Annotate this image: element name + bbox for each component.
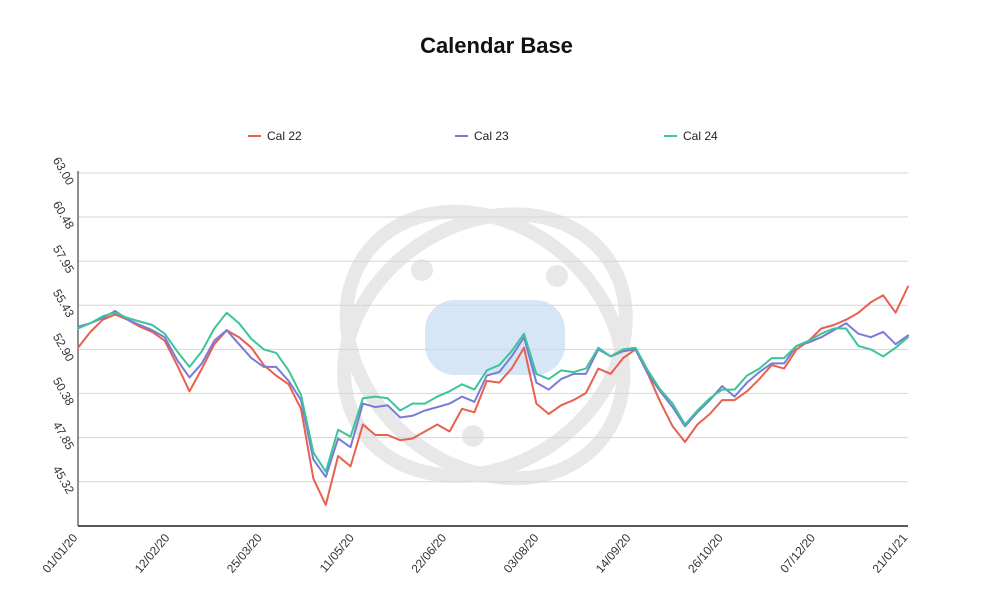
x-tick-label: 11/05/20: [317, 531, 357, 575]
legend-label: Cal 23: [474, 129, 509, 143]
y-tick-label: 60.48: [50, 199, 77, 232]
x-tick-label: 01/01/20: [40, 531, 81, 576]
x-tick-label: 21/01/21: [870, 531, 911, 576]
y-axis: 63.00 60.48 57.95 55.43 52.90 50.38 47.85 45.32: [50, 154, 79, 526]
series-lines: [77, 285, 909, 506]
y-tick-label: 57.95: [50, 243, 77, 276]
watermark-logo: [337, 204, 633, 486]
x-tick-label: 07/12/20: [777, 531, 818, 576]
x-tick-label: 14/09/20: [593, 531, 634, 576]
x-axis: 01/01/20 12/02/20 25/03/20 11/05/20 22/06/20…: [40, 525, 911, 576]
legend-label: Cal 22: [267, 129, 302, 143]
y-tick-label: 47.85: [50, 419, 77, 452]
y-tick-label: 52.90: [50, 331, 77, 364]
y-tick-label: 63.00: [50, 154, 77, 187]
x-tick-label: 25/03/20: [224, 531, 265, 576]
y-tick-label: 50.38: [50, 375, 77, 408]
x-tick-label: 03/08/20: [501, 531, 542, 576]
y-tick-label: 45.32: [50, 463, 77, 496]
series-line-2: [77, 311, 909, 473]
y-tick-label: 55.43: [50, 287, 77, 320]
series-line-1: [77, 310, 909, 478]
grid-lines: [78, 172, 908, 483]
legend-label: Cal 24: [683, 129, 718, 143]
x-tick-label: 12/02/20: [132, 531, 173, 576]
chart-title: Calendar Base: [420, 33, 573, 58]
x-tick-label: 26/10/20: [685, 531, 726, 576]
legend: Cal 22 Cal 23 Cal 24: [248, 129, 718, 143]
x-tick-label: 22/06/20: [408, 531, 449, 576]
series-line-0: [77, 285, 909, 506]
